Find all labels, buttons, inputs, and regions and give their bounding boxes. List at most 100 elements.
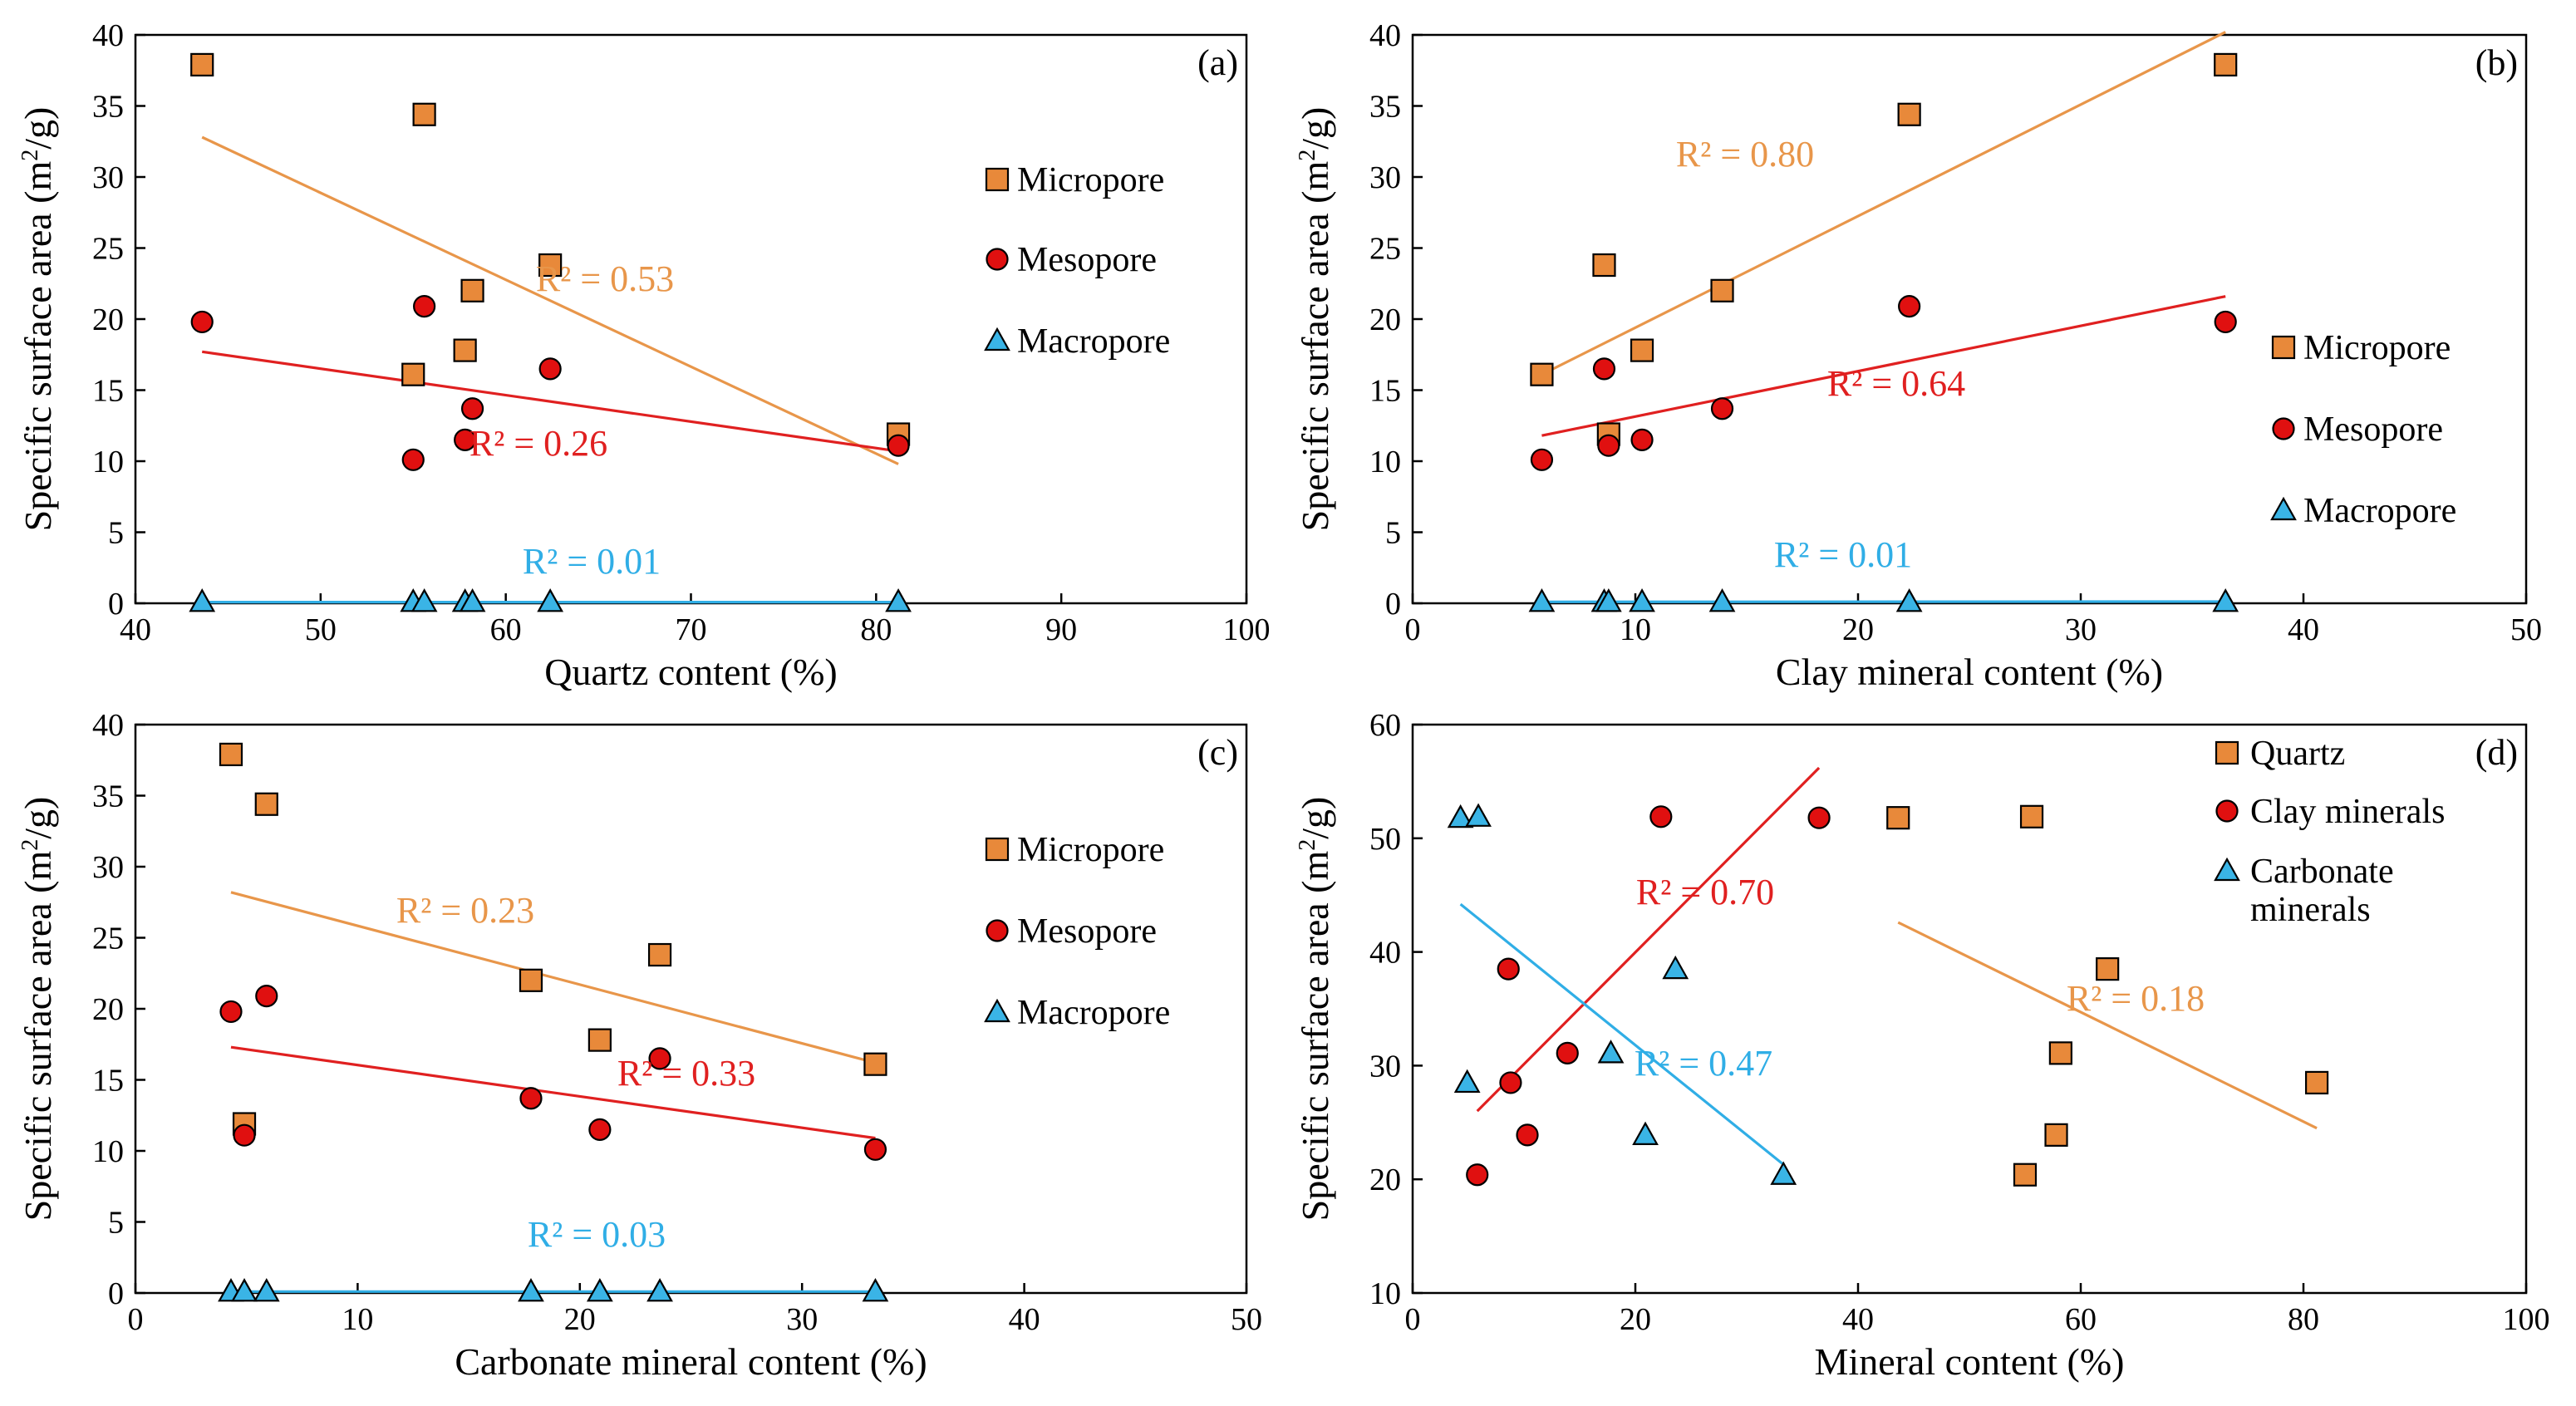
y-tick-label: 25 — [1369, 232, 1401, 267]
x-tick-label: 20 — [564, 1302, 596, 1337]
trendline-mesopore — [1541, 295, 2226, 437]
y-tick-label: 30 — [92, 850, 124, 885]
r2-annotation: R² = 0.47 — [1635, 1043, 1772, 1084]
data-point-clay-minerals — [1807, 806, 1831, 829]
data-point-mesopore — [538, 357, 562, 381]
r2-annotation: R² = 0.23 — [396, 890, 534, 931]
trendline-mesopore — [201, 350, 899, 453]
trendline-clay-minerals — [1476, 766, 1821, 1113]
legend-marker — [984, 327, 1010, 352]
y-tick-label: 5 — [108, 1206, 124, 1241]
data-point-micropore — [219, 742, 243, 767]
panel-label: (c) — [1197, 732, 1238, 773]
r2-annotation: R² = 0.80 — [1676, 134, 1814, 175]
data-point-mesopore — [1530, 448, 1554, 471]
data-point-mesopore — [219, 1000, 243, 1024]
data-point-clay-minerals — [1466, 1163, 1489, 1187]
x-tick-label: 80 — [860, 612, 892, 647]
legend-label: Mesopore — [2303, 410, 2443, 449]
y-axis-label-tail: /g) — [1294, 797, 1336, 839]
data-point-clay-minerals — [1499, 1071, 1522, 1094]
y-axis-label: Specific surface area (m2/g) — [1294, 107, 1336, 532]
x-tick-label: 40 — [1009, 1302, 1040, 1337]
r2-annotation: R² = 0.01 — [1774, 534, 1912, 575]
data-point-quartz — [2044, 1123, 2068, 1147]
data-point-clay-minerals — [1516, 1123, 1539, 1147]
data-point-micropore — [1710, 278, 1734, 302]
data-point-micropore — [647, 942, 672, 967]
data-point-mesopore — [233, 1123, 256, 1147]
data-point-macropore — [646, 1278, 673, 1302]
x-tick-label: 80 — [2288, 1302, 2319, 1337]
panel-label: (a) — [1197, 42, 1238, 83]
x-tick-label: 30 — [786, 1302, 818, 1337]
data-point-micropore — [538, 253, 563, 278]
x-tick-label: 90 — [1045, 612, 1077, 647]
data-point-mesopore — [1592, 357, 1616, 381]
legend-marker — [2215, 799, 2239, 823]
data-point-micropore — [2214, 52, 2238, 77]
x-tick-label: 60 — [490, 612, 522, 647]
data-point-mesopore — [648, 1047, 671, 1070]
legend-marker — [986, 919, 1009, 942]
data-point-macropore — [862, 1278, 889, 1302]
y-tick-label: 15 — [92, 374, 124, 409]
data-point-quartz — [1886, 806, 1910, 830]
data-point-mesopore — [413, 295, 436, 318]
y-tick-label: 0 — [1385, 587, 1401, 622]
data-point-mesopore — [519, 1087, 543, 1110]
y-tick-label: 25 — [92, 922, 124, 956]
r2-annotation: R² = 0.70 — [1636, 872, 1774, 912]
x-tick-label: 40 — [2288, 612, 2319, 647]
y-tick-label: 10 — [92, 445, 124, 479]
legend-label: Mesopore — [1017, 912, 1157, 951]
panel-label: (d) — [2475, 732, 2518, 773]
data-point-macropore — [1528, 588, 1556, 612]
data-point-mesopore — [190, 310, 214, 334]
y-tick-label: 20 — [92, 992, 124, 1027]
data-point-clay-minerals — [1556, 1041, 1579, 1064]
y-axis-label-main: Specific surface area (m — [17, 851, 59, 1222]
data-point-carbonate-minerals — [1770, 1161, 1797, 1185]
data-point-quartz — [2048, 1041, 2072, 1065]
x-tick-label: 100 — [2503, 1302, 2550, 1337]
data-point-micropore — [1530, 362, 1554, 386]
data-point-micropore — [1897, 102, 1921, 126]
y-tick-label: 10 — [1369, 1276, 1401, 1311]
y-tick-label: 20 — [92, 302, 124, 337]
data-point-carbonate-minerals — [1465, 803, 1492, 827]
legend-label: Micropore — [2303, 329, 2451, 367]
y-tick-label: 10 — [92, 1134, 124, 1169]
data-point-micropore — [460, 278, 484, 302]
x-tick-label: 10 — [342, 1302, 373, 1337]
legend-label: Micropore — [1017, 831, 1164, 869]
data-point-mesopore — [1710, 397, 1734, 420]
legend-label: Quartz — [2250, 735, 2345, 773]
x-tick-label: 40 — [1842, 1302, 1874, 1337]
r2-annotation: R² = 0.03 — [528, 1214, 666, 1255]
y-tick-label: 35 — [1369, 90, 1401, 125]
legend-label: Macropore — [1017, 322, 1170, 361]
data-point-micropore — [863, 1052, 887, 1076]
data-point-macropore — [518, 1278, 544, 1302]
y-tick-label: 5 — [108, 516, 124, 551]
x-tick-label: 40 — [120, 612, 151, 647]
y-axis-label-tail: /g) — [1294, 107, 1336, 150]
plot-frame — [1411, 723, 2528, 1295]
data-point-carbonate-minerals — [1453, 1069, 1481, 1094]
y-tick-label: 40 — [92, 708, 124, 743]
data-point-macropore — [1895, 588, 1923, 612]
legend-label: Carbonate — [2250, 853, 2394, 891]
data-point-mesopore — [1597, 434, 1620, 457]
y-tick-label: 60 — [1369, 708, 1401, 743]
y-axis-label-superscript: 2 — [1295, 150, 1320, 161]
legend-marker — [985, 837, 1010, 862]
data-point-macropore — [537, 588, 564, 612]
y-tick-label: 20 — [1369, 302, 1401, 337]
data-point-carbonate-minerals — [1447, 804, 1474, 828]
data-point-mesopore — [1898, 295, 1921, 318]
x-tick-label: 60 — [2065, 1302, 2097, 1337]
data-point-micropore — [1592, 253, 1616, 278]
legend-marker — [985, 167, 1010, 192]
